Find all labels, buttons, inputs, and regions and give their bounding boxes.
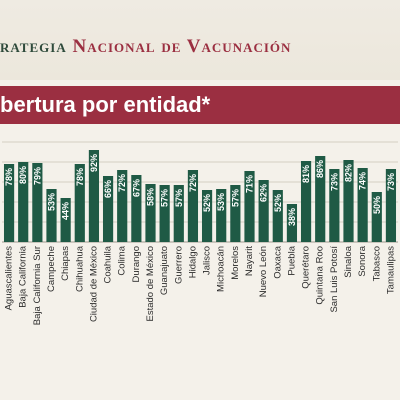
bar-chiapas [60,198,71,242]
bar-coahuila [102,176,114,242]
category-label: Oaxaca [272,245,283,278]
category-label: Querétaro [301,246,312,289]
chart-title: bertura por entidad* [0,86,400,124]
value-label: 38% [287,208,297,226]
category-label: Sonora [357,245,368,276]
header-band [0,0,400,80]
value-label: 74% [358,172,368,190]
category-labels: Aguascalientes Baja California Baja Califo… [4,245,397,325]
value-label: 52% [273,194,283,212]
value-label: 81% [301,165,311,183]
value-label: 78% [75,168,85,186]
value-label: 72% [188,174,198,192]
category-label: Ciudad de México [88,246,99,322]
category-label: Estado de México [145,246,156,322]
bar-sonora [357,168,368,242]
strategy-title-lead: rategia [0,36,73,57]
bar-aguascalientes [3,164,15,242]
value-label: 57% [230,189,240,207]
category-label: Quintana Roo [315,246,326,305]
category-label: Baja California [18,245,29,307]
category-label: Chiapas [60,246,71,281]
bar-baja-california-sur [32,163,43,242]
category-label: Durango [131,246,142,282]
value-label: 92% [89,154,99,172]
bar-puebla [286,204,298,242]
category-label: Aguascalientes [4,246,15,311]
bar-colima [117,170,128,242]
value-label: 53% [216,193,226,211]
category-label: Colima [117,245,128,275]
value-label: 53% [47,193,57,211]
bar-nuevo-león [258,180,269,242]
category-label: Jalisco [202,246,213,275]
strategy-title-accent: Nacional de Vacunación [72,36,292,57]
strategy-title: rategia Nacional de Vacunación [0,36,400,58]
value-label: 80% [18,166,28,184]
value-label: 57% [174,189,184,207]
bar-tabasco [371,192,382,242]
value-label: 67% [131,179,141,197]
value-label: 73% [386,173,396,191]
category-label: San Luis Potosí [329,246,340,313]
category-label: Chihuahua [74,245,85,292]
category-label: Guanajuato [159,246,170,295]
category-label: Michoacán [216,246,227,292]
value-label: 62% [259,184,269,202]
bar-michoacán [216,189,227,242]
value-label: 66% [103,180,113,198]
bar-sinaloa [343,160,354,242]
bars: 78% 80% 79% 53% 44% 78% 92% 66% 72% 67% 58% 57% 57% 7… [3,150,397,242]
bar-ciudad-de-méxico [88,150,100,242]
value-label: 71% [245,175,255,193]
bar-morelos [230,185,241,242]
value-label: 44% [61,202,71,220]
bar-oaxaca [272,190,283,242]
category-label: Coahuila [103,245,114,283]
bar-guerrero [173,185,184,242]
value-label: 86% [315,160,325,178]
bar-estado-de-méxico [145,184,156,242]
bar-durango [131,175,142,242]
category-label: Guerrero [173,246,184,284]
category-label: Puebla [286,245,297,275]
bar-chihuahua [74,164,85,242]
bar-tamaulipas [385,169,397,242]
value-label: 72% [117,174,127,192]
bar-campeche [46,189,57,242]
category-label: Tabasco [371,246,382,281]
category-label: Campeche [46,246,57,292]
coverage-bar-chart: 78% 80% 79% 53% 44% 78% 92% 66% 72% 67% 58% 57% 57% 7… [0,124,400,400]
value-label: 78% [4,168,14,186]
bar-querétaro [300,161,312,242]
bar-hidalgo [187,170,199,242]
bar-jalisco [201,190,213,242]
value-label: 58% [146,188,156,206]
bar-quintana-roo [315,156,326,242]
category-label: Tamaulipas [385,246,396,294]
value-label: 57% [160,189,170,207]
value-label: 82% [344,164,354,182]
bar-baja-california [18,162,29,242]
value-label: 79% [32,167,42,185]
category-label: Sinaloa [343,245,354,277]
value-label: 73% [329,173,339,191]
bar-san-luis-potosí [329,169,340,242]
category-label: Baja California Sur [32,246,43,325]
bar-guanajuato [159,185,170,242]
category-label: Hidalgo [187,246,198,278]
category-label: Nuevo León [258,246,269,297]
category-label: Morelos [230,246,241,280]
bar-nayarit [244,171,255,242]
value-label: 52% [202,194,212,212]
value-label: 50% [372,196,382,214]
category-label: Nayarit [244,246,255,276]
